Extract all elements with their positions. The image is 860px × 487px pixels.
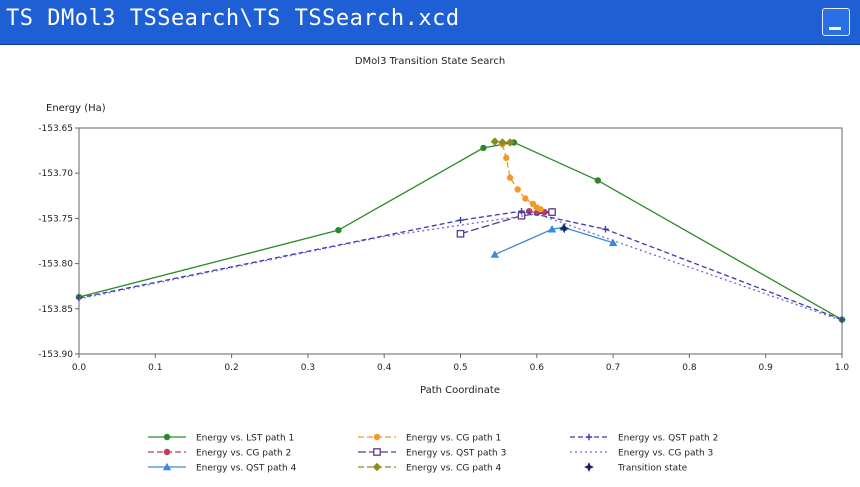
data-point [547, 225, 557, 233]
legend-label: Transition state [617, 464, 688, 474]
legend-marker [162, 462, 172, 471]
data-point [480, 144, 487, 152]
legend-label: Energy vs. CG path 1 [406, 434, 501, 444]
series-line [460, 211, 553, 235]
legend-label: Energy vs. CG path 3 [618, 449, 713, 459]
x-tick-label: 0.1 [148, 363, 162, 373]
series-8 [559, 223, 570, 234]
legend-item: Energy vs. LST path 1 [148, 434, 294, 444]
legend: Energy vs. LST path 1 Energy vs. CG path … [148, 434, 718, 474]
x-tick-label: 0.7 [606, 363, 620, 373]
series-6 [75, 207, 846, 323]
legend-label: Energy vs. QST path 4 [196, 464, 297, 474]
legend-marker [373, 433, 381, 441]
legend-marker [373, 448, 381, 456]
legend-marker [585, 433, 593, 441]
data-point [594, 177, 602, 184]
x-tick-label: 0.6 [530, 363, 545, 373]
legend-label: Energy vs. LST path 1 [196, 434, 294, 444]
x-tick-label: 0.9 [759, 363, 774, 373]
series-7 [78, 213, 843, 322]
y-tick-label: -153.75 [38, 214, 73, 224]
x-tick-label: 0.3 [301, 363, 315, 373]
series-layer [75, 137, 846, 323]
legend-item: Energy vs. QST path 3 [358, 448, 506, 459]
window-title: TS DMol3 TSSearch\TS TSSearch.xcd [6, 6, 460, 31]
legend-label: Energy vs. QST path 2 [618, 434, 718, 444]
data-point [498, 138, 507, 147]
series-line [78, 210, 843, 321]
legend-marker [584, 462, 594, 472]
data-point [559, 223, 570, 234]
y-tick-label: -153.90 [38, 350, 73, 360]
data-point [505, 138, 515, 147]
data-point [75, 294, 83, 302]
legend-item: Energy vs. CG path 3 [570, 449, 713, 459]
x-axis-label: Path Coordinate [420, 385, 500, 396]
data-point [506, 174, 514, 181]
series-line [78, 141, 843, 321]
legend-item: Energy vs. CG path 1 [358, 434, 501, 444]
legend-label: Energy vs. QST path 3 [406, 449, 506, 459]
x-tick-label: 0.4 [377, 363, 392, 373]
legend-marker [163, 448, 171, 456]
chart-title: DMol3 Transition State Search [354, 56, 506, 67]
legend-label: Energy vs. CG path 4 [406, 464, 502, 474]
data-point [490, 250, 500, 258]
data-point [522, 195, 529, 202]
series-line [78, 213, 843, 322]
legend-item: Energy vs. CG path 4 [358, 462, 502, 474]
minimize-button[interactable] [822, 8, 850, 36]
legend-item: Energy vs. QST path 2 [570, 434, 718, 444]
x-tick-label: 1.0 [835, 363, 850, 373]
window-titlebar: TS DMol3 TSSearch\TS TSSearch.xcd [0, 0, 860, 45]
legend-item: Energy vs. CG path 2 [148, 449, 291, 459]
data-point [602, 226, 609, 233]
legend-marker [163, 433, 171, 441]
y-tick-label: -153.70 [38, 169, 73, 179]
data-point [608, 238, 618, 247]
data-point [503, 154, 510, 162]
y-tick-label: -153.80 [38, 260, 73, 270]
data-point [456, 229, 465, 238]
axes: 0.0 0.1 0.2 0.3 0.4 0.5 0.6 0.7 0.8 0.9 1.0 -153.65… [38, 124, 849, 373]
data-point [490, 137, 500, 146]
data-point [518, 207, 525, 215]
series-2 [490, 223, 618, 258]
x-tick-label: 0.5 [453, 363, 467, 373]
series-3 [499, 141, 544, 213]
data-point [457, 217, 464, 224]
series-line [494, 226, 614, 256]
plot-area [78, 127, 843, 355]
legend-label: Energy vs. CG path 2 [196, 449, 291, 459]
x-tick-label: 0.0 [72, 363, 87, 373]
x-tick-label: 0.8 [682, 363, 697, 373]
y-tick-label: -153.85 [38, 305, 73, 315]
data-point [514, 186, 521, 193]
legend-marker [372, 462, 382, 472]
x-tick-label: 0.2 [224, 363, 238, 373]
legend-item: Energy vs. QST path 4 [148, 462, 297, 474]
minimize-icon [829, 27, 841, 30]
y-axis-label: Energy (Ha) [46, 103, 106, 114]
legend-item: Transition state [584, 462, 688, 474]
data-point [335, 226, 342, 234]
data-point [537, 206, 544, 213]
series-5 [490, 137, 515, 147]
data-point [548, 208, 556, 216]
y-tick-label: -153.65 [38, 124, 73, 134]
